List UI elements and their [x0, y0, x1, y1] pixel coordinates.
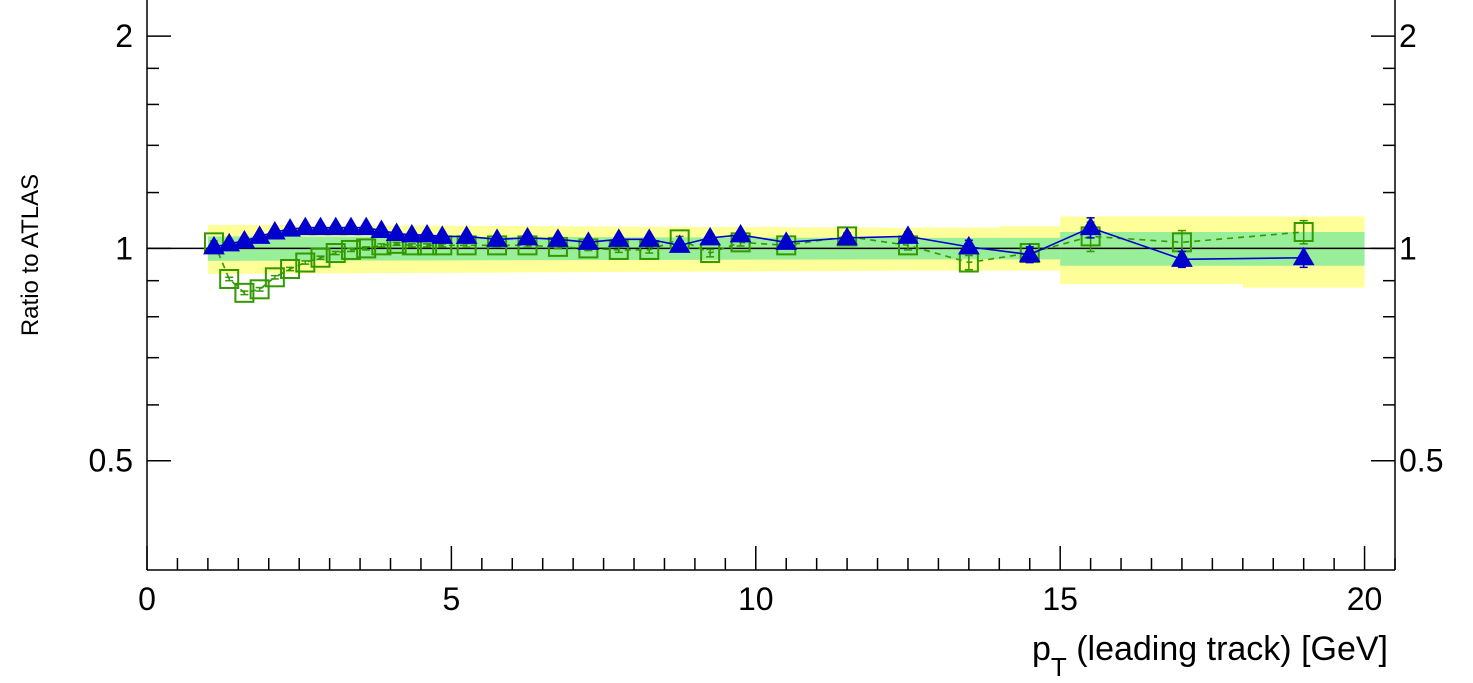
series-1-point-12: [385, 222, 408, 241]
series-1-point-19: [547, 228, 569, 247]
series-1: [203, 216, 1315, 269]
x-tick-label: 10: [738, 581, 774, 617]
data-series: [203, 216, 1315, 303]
series-1-point-9: [340, 216, 362, 236]
series-1-point-33: [1292, 246, 1315, 266]
series-1-point-32: [1171, 248, 1193, 267]
series-1-point-24: [699, 226, 721, 246]
series-1-point-28: [897, 225, 919, 244]
series-1-point-5: [279, 218, 301, 237]
series-1-point-21: [607, 228, 630, 247]
series-1-point-7: [309, 216, 332, 236]
series-1-point-0: [203, 235, 225, 255]
series-1-point-23: [668, 234, 691, 253]
series-0-point-33: [1293, 222, 1314, 243]
series-1-point-16: [455, 225, 478, 244]
series-1-point-14: [416, 223, 438, 243]
series-0-point-2: [234, 282, 255, 303]
series-1-point-13: [400, 223, 423, 243]
x-axis-title: pT (leading track) [GeV]: [1032, 630, 1388, 682]
series-0-point-1: [219, 268, 240, 289]
y-axis-title: Ratio to ATLAS: [17, 174, 44, 336]
series-1-point-29: [957, 235, 980, 255]
x-axis-title-main: p: [1032, 630, 1051, 668]
series-1-point-18: [516, 226, 539, 246]
series-1-point-4: [263, 221, 286, 240]
series-1-point-30: [1018, 243, 1041, 263]
y-tick-label-right: 1: [1399, 230, 1417, 266]
series-0-point-5: [280, 258, 301, 279]
series-1-point-22: [638, 228, 661, 247]
series-1-point-6: [294, 216, 317, 236]
series-1-point-31: [1079, 216, 1102, 236]
series-1-point-10: [355, 216, 378, 236]
series-0-point-6: [295, 252, 316, 273]
x-axis-title-subscript: T: [1051, 652, 1067, 682]
y-tick-label-left: 2: [115, 18, 133, 54]
x-tick-label: 15: [1042, 581, 1078, 617]
series-1-point-15: [431, 225, 454, 244]
tick-labels: 0 5 10 15 20 0.5 0.5 1 1 2 2: [89, 18, 1444, 617]
y-tick-label-left: 1: [115, 230, 133, 266]
series-0-point-10: [356, 238, 377, 259]
series-1-point-1: [218, 232, 241, 252]
series-0-point-7: [310, 247, 331, 268]
x-tick-label: 0: [138, 581, 156, 617]
series-0-point-9: [340, 239, 361, 260]
y-tick-label-right: 0.5: [1399, 443, 1443, 479]
series-0-point-3: [249, 279, 270, 300]
series-1-line: [213, 226, 1304, 261]
axis-ticks: [146, 35, 1396, 570]
y-tick-label-right: 2: [1399, 18, 1417, 54]
x-tick-label: 5: [442, 581, 460, 617]
series-1-point-17: [486, 228, 508, 247]
series-1-point-27: [836, 226, 858, 246]
y-tick-label-left: 0.5: [89, 443, 133, 479]
x-tick-label: 20: [1347, 581, 1383, 617]
series-1-point-25: [729, 223, 752, 243]
series-1-point-26: [775, 231, 798, 250]
series-1-point-20: [577, 231, 600, 250]
plot-frame: [146, 0, 1396, 571]
series-1-point-11: [370, 219, 393, 239]
series-0-point-8: [325, 243, 346, 264]
x-axis-title-rest: (leading track) [GeV]: [1067, 630, 1388, 668]
series-1-point-8: [324, 216, 347, 236]
